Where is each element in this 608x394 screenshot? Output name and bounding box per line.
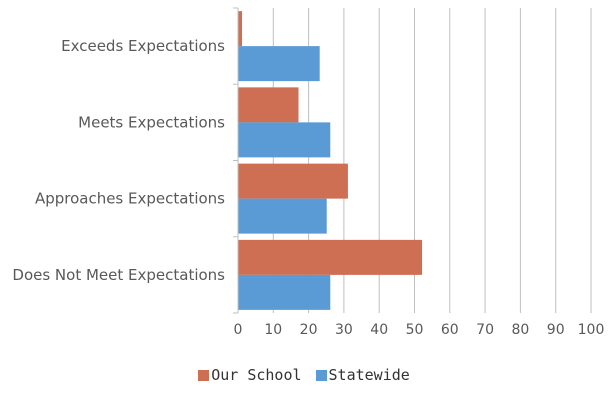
bar-our-school-exceeds-expectations bbox=[238, 11, 243, 47]
category-label-meets-expectations: Meets Expectations bbox=[78, 113, 225, 131]
bar-our-school-approaches-expectations bbox=[238, 163, 348, 199]
category-label-approaches-expectations: Approaches Expectations bbox=[35, 190, 225, 208]
x-tick-label-20: 20 bbox=[300, 322, 318, 338]
x-tick-label-40: 40 bbox=[370, 322, 388, 338]
legend: Our School Statewide bbox=[0, 366, 608, 384]
legend-swatch-statewide bbox=[315, 369, 327, 381]
legend-item-our-school: Our School bbox=[198, 366, 302, 384]
category-label-does-not-meet-expectations: Does Not Meet Expectations bbox=[12, 266, 225, 284]
bar-statewide-meets-expectations bbox=[238, 122, 331, 158]
bar-our-school-does-not-meet-expectations bbox=[238, 239, 423, 275]
x-tick-label-90: 90 bbox=[547, 322, 565, 338]
x-tick-label-80: 80 bbox=[511, 322, 529, 338]
x-tick-label-70: 70 bbox=[476, 322, 494, 338]
bar-statewide-exceeds-expectations bbox=[238, 46, 320, 82]
legend-label-statewide: Statewide bbox=[328, 366, 410, 384]
legend-label-our-school: Our School bbox=[211, 366, 302, 384]
x-tick-label-10: 10 bbox=[264, 322, 282, 338]
x-tick-labels: 0 10 20 30 40 50 60 70 80 90 100 bbox=[234, 322, 605, 338]
x-tick-label-50: 50 bbox=[406, 322, 424, 338]
category-labels: Exceeds Expectations Meets Expectations Ap… bbox=[12, 7, 238, 314]
x-tick-label-100: 100 bbox=[578, 322, 605, 338]
x-tick-label-60: 60 bbox=[441, 322, 459, 338]
bars bbox=[238, 11, 423, 310]
legend-swatch-our-school bbox=[198, 369, 210, 381]
bar-our-school-meets-expectations bbox=[238, 87, 299, 123]
category-label-exceeds-expectations: Exceeds Expectations bbox=[61, 37, 225, 55]
bar-statewide-does-not-meet-expectations bbox=[238, 274, 331, 310]
x-tick-label-30: 30 bbox=[335, 322, 353, 338]
x-tick-label-0: 0 bbox=[234, 322, 243, 338]
legend-item-statewide: Statewide bbox=[315, 366, 410, 384]
bar-statewide-approaches-expectations bbox=[238, 198, 327, 234]
